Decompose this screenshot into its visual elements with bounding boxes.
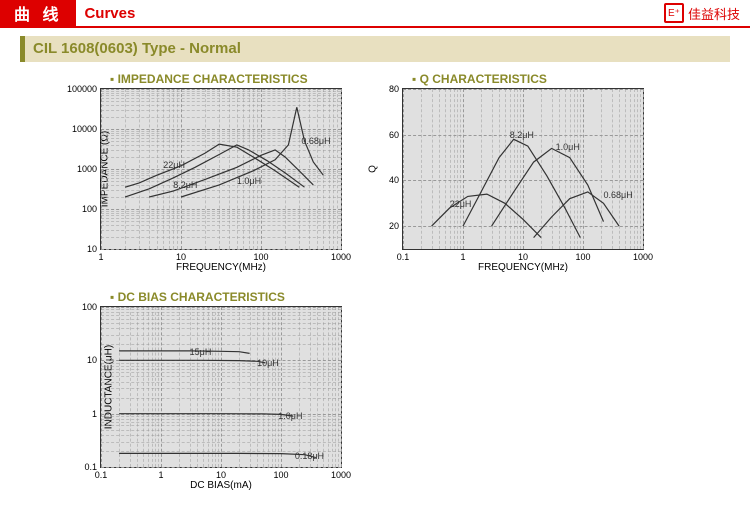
curves-svg [403,89,643,249]
chart-plot: QFREQUENCY(MHz)0.111010010002040608022μH… [402,88,644,250]
x-tick: 0.1 [397,252,410,262]
header-en: Curves [84,5,135,22]
header-left: 曲 线 Curves [0,0,135,27]
x-axis-label: DC BIAS(mA) [190,480,252,491]
x-tick: 10 [518,252,528,262]
series-curve [125,145,304,197]
chart-block: ▪ Q CHARACTERISTICSQFREQUENCY(MHz)0.1110… [362,70,644,276]
x-tick: 10 [176,252,186,262]
chart-plot: IMPEDANCE (Ω)FREQUENCY(MHz)1101001000101… [100,88,342,250]
series-annotation: 1.0μH [556,142,580,152]
y-tick: 10000 [65,124,97,134]
charts-grid: ▪ IMPEDANCE CHARACTERISTICS IMPEDANCE (Ω)… [0,66,750,502]
y-tick: 1000 [65,164,97,174]
y-tick: 10 [65,244,97,254]
section-title-bar: CIL 1608(0603) Type - Normal [20,36,730,62]
series-annotation: 1.0μH [278,411,302,421]
series-curve [119,453,316,457]
series-curve [492,148,604,226]
x-tick: 100 [273,470,288,480]
chart-plot: INDUCTANCE(μH)DC BIAS(mA)0.111010010000.… [100,306,342,468]
x-axis-label: FREQUENCY(MHz) [176,262,266,273]
brand-logo-mark: E⁺ [664,3,684,23]
grid-line [643,89,644,249]
x-tick: 1000 [331,470,351,480]
series-annotation: 0.68μH [301,136,330,146]
brand-logo: E⁺ 佳益科技 [664,3,740,23]
x-axis-label: FREQUENCY(MHz) [478,262,568,273]
y-tick: 100000 [65,84,97,94]
x-tick: 100 [575,252,590,262]
x-tick: 1000 [633,252,653,262]
curves-svg [101,307,341,467]
y-tick: 60 [367,130,399,140]
series-annotation: 0.18μH [295,451,324,461]
y-tick: 0.1 [65,462,97,472]
series-annotation: 0.68μH [604,190,633,200]
series-curve [119,351,250,354]
grid-line [341,89,342,249]
y-tick: 10 [65,355,97,365]
grid-line [341,307,342,467]
brand-logo-text: 佳益科技 [688,4,740,23]
grid-line [101,467,341,468]
y-tick: 100 [65,204,97,214]
series-annotation: 22μH [450,199,472,209]
x-tick: 100 [253,252,268,262]
chart-title: ▪ Q CHARACTERISTICS [412,72,644,86]
x-tick: 1 [460,252,465,262]
y-tick: 100 [65,302,97,312]
x-tick: 10 [216,470,226,480]
chart-title: ▪ IMPEDANCE CHARACTERISTICS [110,72,342,86]
y-axis-label: Q [367,165,378,173]
page-header: 曲 线 Curves E⁺ 佳益科技 [0,0,750,28]
series-curve [119,414,293,416]
curves-svg [101,89,341,249]
series-annotation: 8.2μH [173,180,197,190]
series-annotation: 22μH [163,160,185,170]
y-tick: 40 [367,175,399,185]
chart-title: ▪ DC BIAS CHARACTERISTICS [110,290,342,304]
series-curve [119,360,265,363]
series-annotation: 8.2μH [510,130,534,140]
y-tick: 80 [367,84,399,94]
series-annotation: 10μH [257,358,279,368]
x-tick: 1 [98,252,103,262]
series-annotation: 1.0μH [237,176,261,186]
grid-line [101,249,341,250]
y-tick: 20 [367,221,399,231]
y-tick: 1 [65,409,97,419]
chart-block: ▪ IMPEDANCE CHARACTERISTICS IMPEDANCE (Ω)… [60,70,342,276]
x-tick: 1000 [331,252,351,262]
chart-block: ▪ DC BIAS CHARACTERISTICS INDUCTANCE(μH)D… [60,288,342,494]
series-annotation: 15μH [190,347,212,357]
x-tick: 1 [158,470,163,480]
header-cn: 曲 线 [0,0,76,27]
section-title: CIL 1608(0603) Type - Normal [33,40,241,57]
series-curve [432,194,541,238]
